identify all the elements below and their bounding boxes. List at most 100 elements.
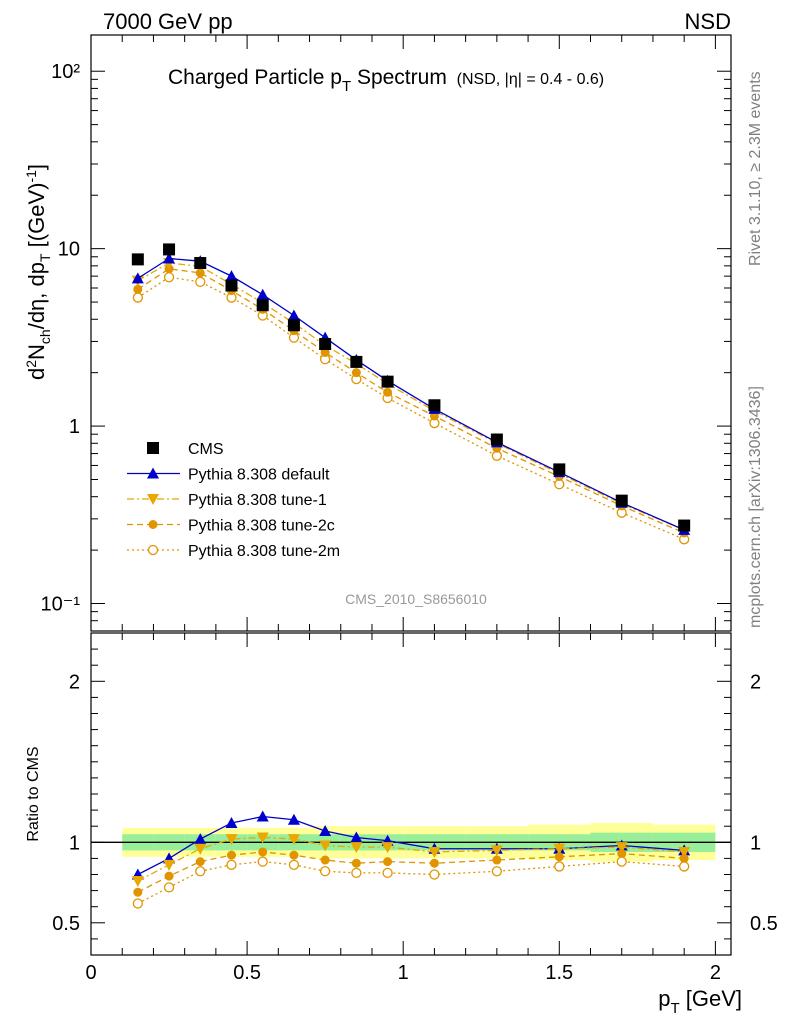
data-point-cms xyxy=(319,338,332,351)
ratio-y-tick-label: 0.5 xyxy=(52,913,80,935)
ratio-point-pythia-8-308-tune-1 xyxy=(225,834,238,846)
ratio-point-pythia-8-308-tune-2m xyxy=(132,898,143,909)
ratio-point-pythia-8-308-tune-2m xyxy=(351,867,362,879)
data-point-pythia-8-308-tune-2c xyxy=(133,284,143,294)
data-point-pythia-8-308-default xyxy=(287,309,300,321)
legend-marker-pythia-8-308-tune-2m xyxy=(147,544,159,556)
ratio-point-pythia-8-308-tune-2c xyxy=(492,855,502,865)
legend-marker-pythia-8-308-tune-2c xyxy=(148,520,158,529)
data-point-cms xyxy=(163,243,176,256)
ratio-point-pythia-8-308-tune-2c xyxy=(429,858,439,868)
data-point-pythia-8-308-default xyxy=(256,288,269,300)
ratio-point-pythia-8-308-tune-2m xyxy=(429,869,440,880)
ratio-point-pythia-8-308-tune-2c xyxy=(554,852,564,862)
series-line-pythia-8-308-tune-2m xyxy=(137,276,685,540)
legend-marker-pythia-8-308-default xyxy=(147,467,159,479)
ratio-point-pythia-8-308-default xyxy=(287,813,300,825)
ratio-point-pythia-8-308-tune-2m xyxy=(554,861,565,872)
ratio-point-pythia-8-308-tune-1 xyxy=(381,842,394,854)
series-line-pythia-8-308-tune-2c xyxy=(137,268,685,534)
ratio-point-pythia-8-308-tune-2m xyxy=(319,866,331,877)
data-point-pythia-8-308-tune-2c xyxy=(320,347,330,357)
chart-title: Charged Particle pT Spectrum (NSD, |η| =… xyxy=(168,66,604,95)
data-point-pythia-8-308-tune-2c xyxy=(383,387,393,397)
legend: CMS Pythia 8.308 default Pythia 8.308 tune… xyxy=(127,441,340,560)
data-point-pythia-8-308-tune-2m xyxy=(163,272,175,283)
ratio-point-pythia-8-308-tune-2c xyxy=(679,853,689,863)
x-tick-label: 2 xyxy=(710,962,721,984)
ratio-point-pythia-8-308-tune-2c xyxy=(258,847,268,857)
ratio-point-pythia-8-308-tune-1 xyxy=(678,846,691,858)
ratio-point-pythia-8-308-tune-2c xyxy=(351,858,361,868)
data-point-cms xyxy=(678,519,691,532)
x-tick-label: 0 xyxy=(85,962,96,984)
ratio-point-pythia-8-308-tune-1 xyxy=(490,845,503,857)
uncertainty-bands xyxy=(91,822,731,862)
data-point-pythia-8-308-tune-2m xyxy=(554,479,565,490)
ratio-point-pythia-8-308-tune-2c xyxy=(320,855,330,865)
main-panel-series xyxy=(131,243,691,545)
ratio-point-pythia-8-308-tune-2c xyxy=(226,850,236,860)
data-point-pythia-8-308-default xyxy=(225,270,238,282)
ratio-panel-series xyxy=(131,810,691,909)
series-line-pythia-8-308-default xyxy=(137,257,685,531)
ratio-point-pythia-8-308-default xyxy=(225,816,238,828)
data-point-pythia-8-308-default xyxy=(163,252,176,264)
x-tick-label: 1 xyxy=(398,962,409,984)
ratio-point-pythia-8-308-tune-1 xyxy=(615,842,628,854)
y-tick-label: 10⁻¹ xyxy=(41,594,81,616)
ratio-point-pythia-8-308-tune-2m xyxy=(679,861,690,872)
ratio-point-pythia-8-308-tune-2c xyxy=(289,850,299,860)
ratio-point-pythia-8-308-tune-1 xyxy=(287,834,300,846)
y-axis-label: d2Nch/dη, dpT [(GeV)-1] xyxy=(23,164,53,380)
x-axis-label: pT [GeV] xyxy=(658,986,742,1017)
data-point-cms xyxy=(428,399,441,412)
ratio-point-pythia-8-308-default xyxy=(256,810,269,822)
ratio-point-pythia-8-308-default xyxy=(350,831,363,843)
legend-label-pythia-8-308-tune-2c: Pythia 8.308 tune-2c xyxy=(188,518,335,535)
data-point-cms xyxy=(350,355,363,368)
ratio-point-pythia-8-308-tune-2m xyxy=(382,867,393,879)
ratio-point-pythia-8-308-tune-1 xyxy=(194,843,207,855)
ratio-y-axis-label: Ratio to CMS xyxy=(25,746,42,841)
ratio-point-pythia-8-308-tune-2m xyxy=(257,856,268,867)
ratio-y-tick-label-right: 0.5 xyxy=(750,913,778,935)
ratio-point-pythia-8-308-tune-1 xyxy=(319,840,332,852)
ratio-line-pythia-8-308-tune-1 xyxy=(137,836,685,882)
data-point-cms xyxy=(194,257,207,270)
header-energy-label: 7000 GeV pp xyxy=(103,9,233,34)
data-point-cms xyxy=(381,375,394,388)
ratio-y-tick-label-right: 2 xyxy=(750,671,761,693)
ratio-point-pythia-8-308-tune-2c xyxy=(383,857,393,867)
data-point-cms xyxy=(615,494,628,507)
ratio-y-tick-label: 2 xyxy=(69,671,80,693)
ratio-point-pythia-8-308-tune-2c xyxy=(617,849,627,859)
legend-label-cms: CMS xyxy=(188,441,224,458)
ratio-point-pythia-8-308-tune-1 xyxy=(428,846,441,858)
legend-label-pythia-8-308-tune-2m: Pythia 8.308 tune-2m xyxy=(188,543,340,560)
ratio-point-pythia-8-308-tune-1 xyxy=(256,832,269,844)
ratio-point-pythia-8-308-tune-2m xyxy=(195,866,206,877)
ratio-line-pythia-8-308-tune-2m xyxy=(137,860,685,905)
ratio-point-pythia-8-308-tune-2c xyxy=(164,871,174,881)
ratio-point-pythia-8-308-tune-2m xyxy=(226,859,237,870)
y-tick-label: 1 xyxy=(69,416,80,438)
x-tick-label: 0.5 xyxy=(233,962,261,984)
ratio-point-pythia-8-308-tune-1 xyxy=(350,842,363,854)
data-point-cms xyxy=(553,463,566,476)
data-point-cms xyxy=(490,433,503,446)
ratio-point-pythia-8-308-default xyxy=(194,833,207,845)
axis-ticks xyxy=(90,35,731,955)
data-point-cms xyxy=(131,253,144,266)
legend-marker-cms xyxy=(147,442,159,454)
ratio-y-tick-label-right: 1 xyxy=(750,832,761,854)
series-line-pythia-8-308-tune-1 xyxy=(137,262,685,531)
ratio-point-pythia-8-308-tune-2m xyxy=(288,859,300,870)
data-point-pythia-8-308-tune-2c xyxy=(195,268,205,278)
analysis-id-label: CMS_2010_S8656010 xyxy=(345,591,487,607)
ratio-panel-frame xyxy=(90,632,732,956)
legend-label-pythia-8-308-default: Pythia 8.308 default xyxy=(188,467,330,484)
ratio-point-pythia-8-308-tune-2c xyxy=(195,857,205,867)
data-point-pythia-8-308-tune-2m xyxy=(132,292,143,303)
